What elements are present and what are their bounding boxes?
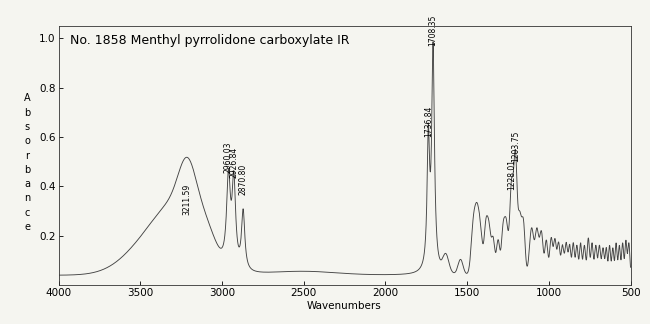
Text: 3211.59: 3211.59 — [183, 183, 192, 215]
Text: 2870.80: 2870.80 — [239, 164, 248, 195]
Text: 1708.35: 1708.35 — [428, 14, 437, 46]
Text: 2960.03: 2960.03 — [224, 141, 233, 173]
Text: A: A — [24, 94, 31, 103]
Text: o: o — [24, 136, 30, 146]
Text: r: r — [25, 151, 29, 160]
Text: b: b — [24, 165, 30, 175]
Text: c: c — [24, 208, 30, 217]
Text: 1736.84: 1736.84 — [424, 106, 433, 137]
Text: n: n — [24, 193, 30, 203]
Text: e: e — [24, 222, 30, 232]
Text: No. 1858 Menthyl pyrrolidone carboxylate IR: No. 1858 Menthyl pyrrolidone carboxylate… — [70, 34, 350, 47]
X-axis label: Wavenumbers: Wavenumbers — [307, 301, 382, 311]
Text: 1203.75: 1203.75 — [511, 130, 520, 162]
Text: s: s — [25, 122, 30, 132]
Text: b: b — [24, 108, 30, 118]
Text: a: a — [24, 179, 30, 189]
Text: 1228.01: 1228.01 — [507, 159, 516, 190]
Text: 2926.84: 2926.84 — [229, 146, 239, 178]
